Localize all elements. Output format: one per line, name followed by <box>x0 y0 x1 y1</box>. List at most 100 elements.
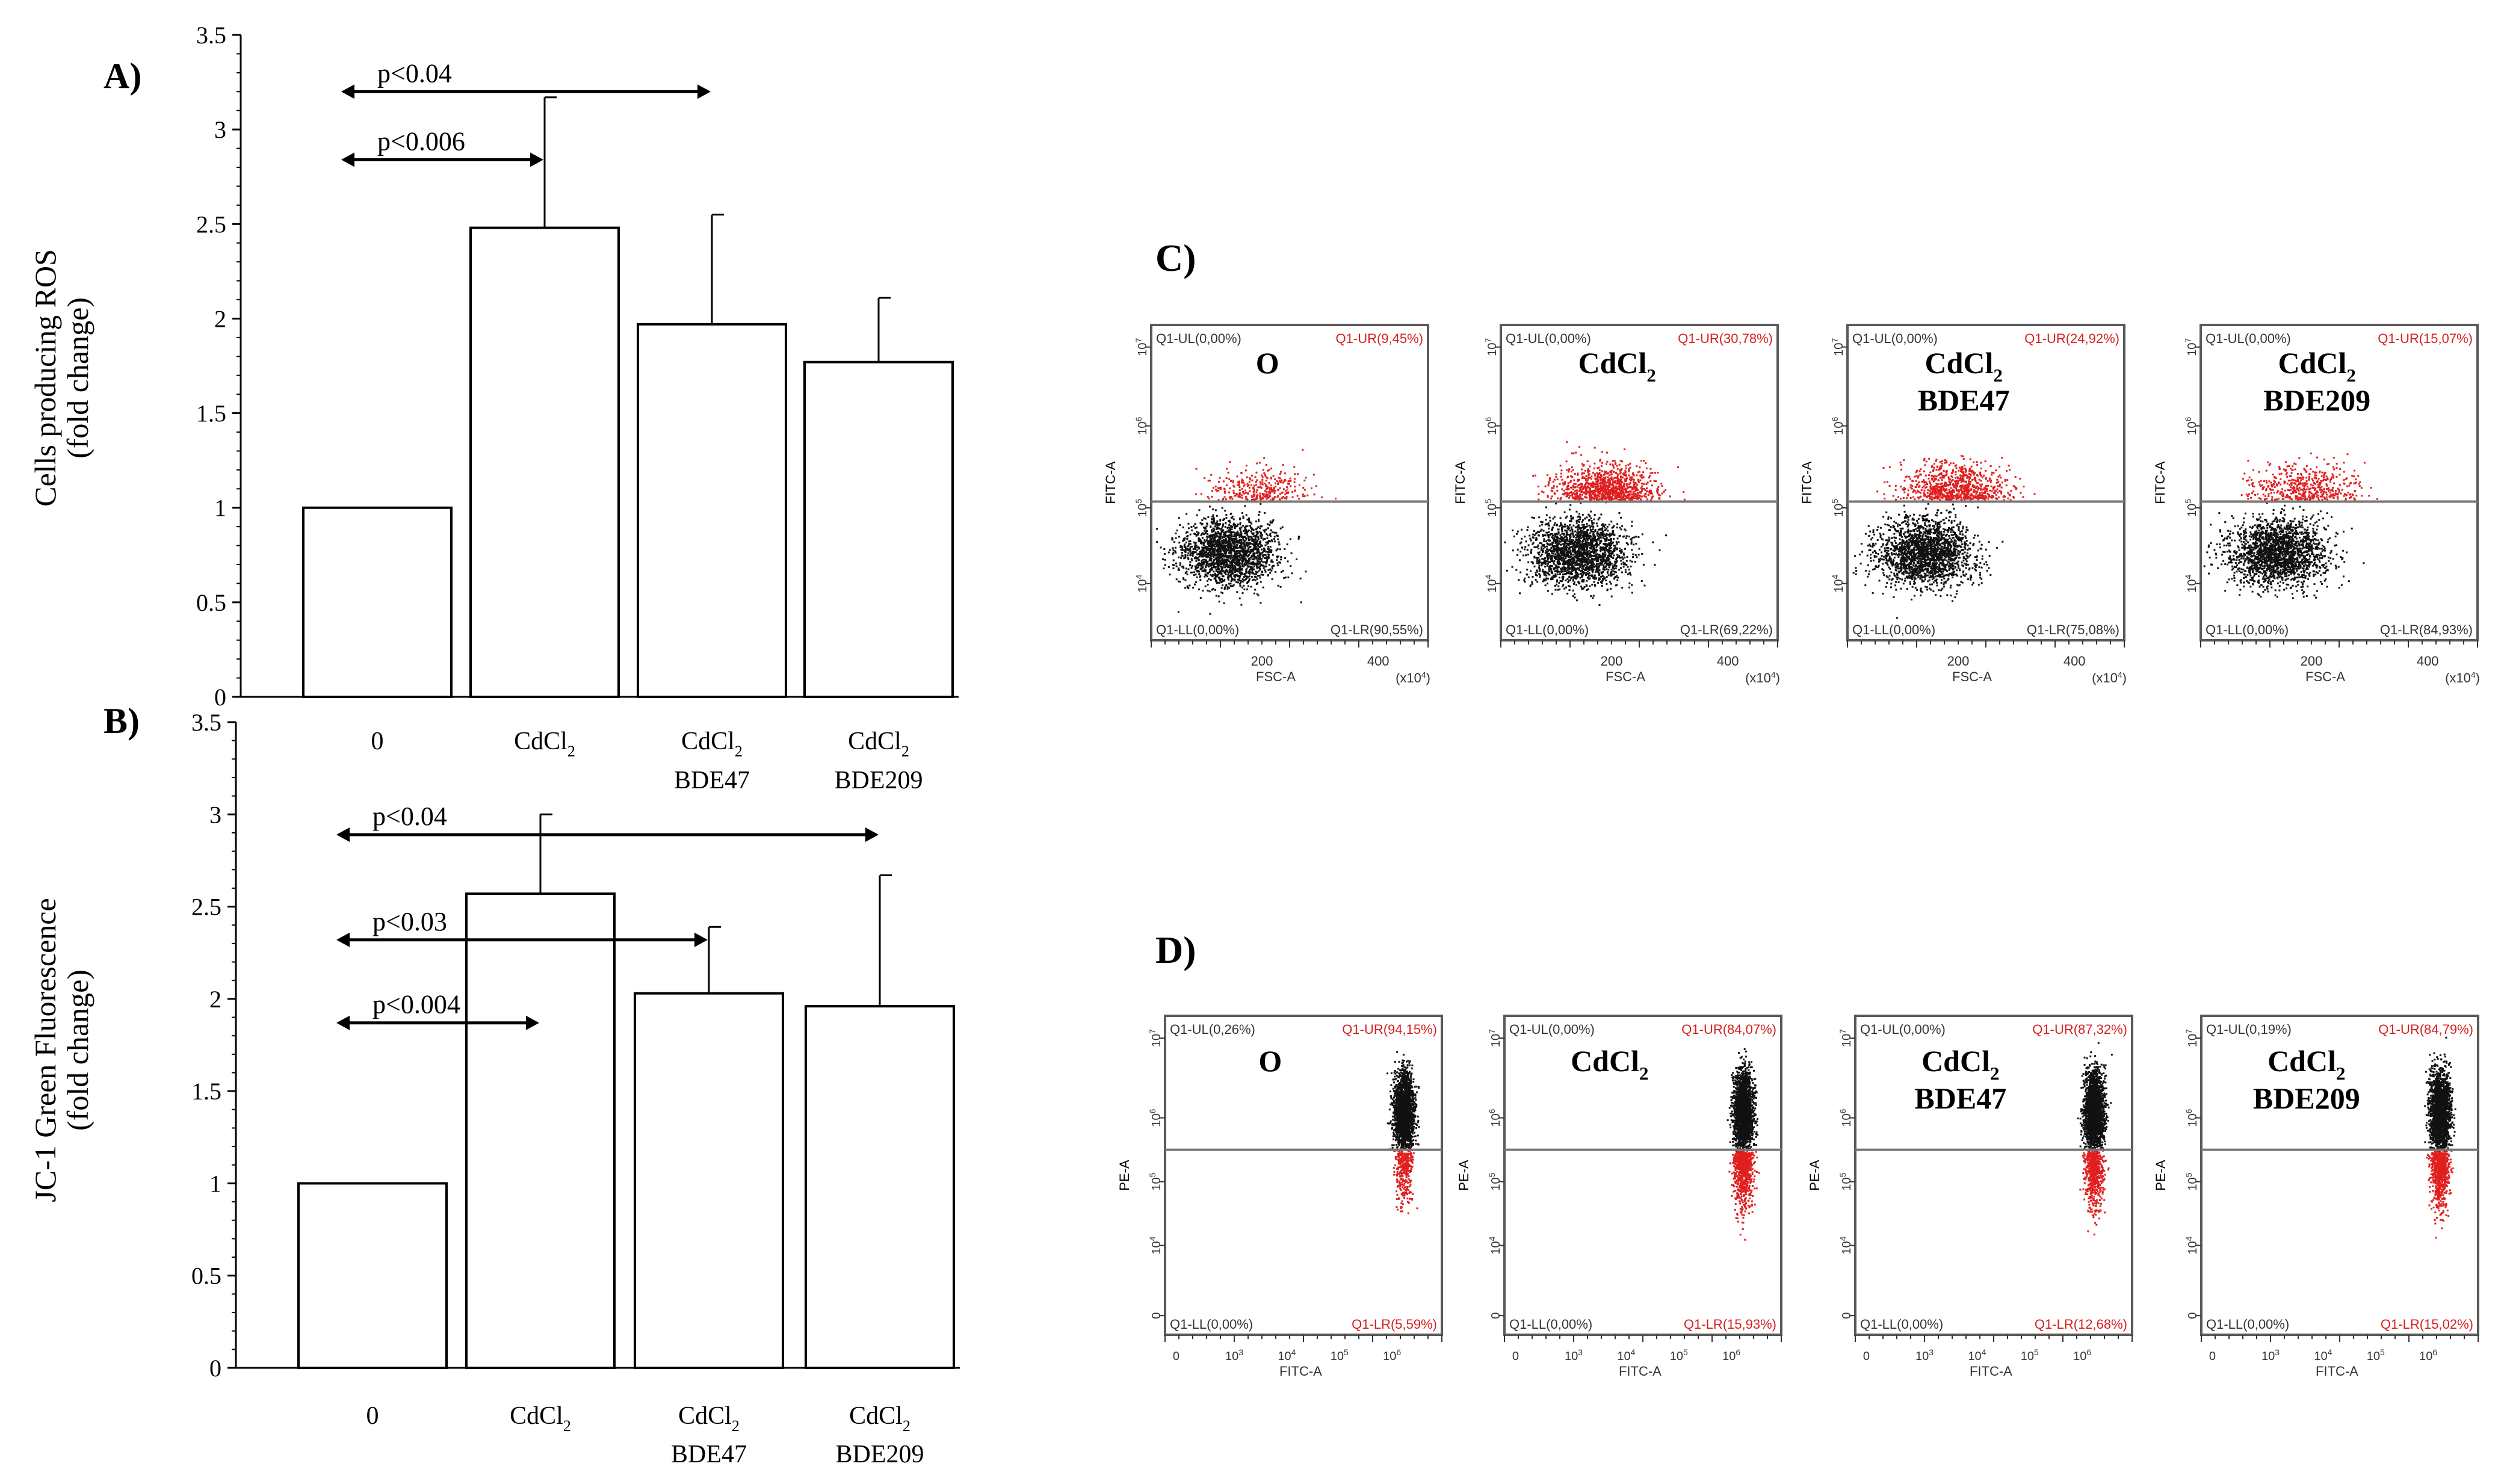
event-dot <box>1578 519 1580 521</box>
event-dot <box>1202 564 1204 566</box>
event-dot <box>1544 561 1545 563</box>
event-dot <box>1568 572 1569 574</box>
event-dot <box>1217 531 1219 533</box>
event-dot <box>1616 477 1618 479</box>
event-dot <box>1612 574 1613 575</box>
event-dot <box>1594 555 1595 557</box>
event-dot <box>1590 536 1592 537</box>
event-dot <box>1576 492 1578 493</box>
event-dot <box>1616 580 1618 581</box>
event-dot <box>1584 563 1586 565</box>
event-dot <box>1224 492 1226 493</box>
event-dot <box>1291 491 1293 493</box>
event-dot <box>1198 540 1200 542</box>
event-dot <box>1625 571 1627 573</box>
event-dot <box>1182 527 1184 528</box>
event-dot <box>1250 536 1252 537</box>
event-dot <box>1287 480 1289 482</box>
event-dot <box>1556 536 1558 538</box>
event-dot <box>1575 562 1577 564</box>
event-dot <box>1626 535 1628 537</box>
event-dot <box>1606 560 1607 562</box>
event-dot <box>1613 566 1615 567</box>
event-dot <box>1219 552 1221 554</box>
event-dot <box>1227 546 1229 548</box>
event-dot <box>1561 489 1563 490</box>
event-dot <box>1210 474 1212 476</box>
event-dot <box>1539 574 1541 576</box>
event-dot <box>1217 582 1219 584</box>
event-dot <box>1601 583 1603 584</box>
event-dot <box>1554 557 1556 558</box>
event-dot <box>1287 492 1288 493</box>
event-dot <box>1239 534 1241 536</box>
event-dot <box>1564 563 1566 565</box>
event-dot <box>1526 540 1527 542</box>
event-dot <box>1652 495 1654 497</box>
event-dot <box>1277 539 1279 540</box>
event-dot <box>1610 574 1612 575</box>
event-dot <box>1244 505 1246 507</box>
event-dot <box>1568 543 1569 545</box>
event-dot <box>1547 578 1549 580</box>
event-dot <box>1244 484 1246 486</box>
event-dot <box>1547 557 1548 558</box>
event-dot <box>1542 569 1544 570</box>
event-dot <box>1553 481 1554 483</box>
event-dot <box>1207 524 1208 525</box>
event-dot <box>1247 492 1249 494</box>
event-dot <box>1628 583 1630 584</box>
event-dot <box>1614 549 1616 551</box>
event-dot <box>1533 517 1535 519</box>
event-dot <box>1256 479 1258 481</box>
event-dot <box>1619 535 1621 537</box>
event-dot <box>1175 533 1176 534</box>
event-dot <box>1227 574 1229 576</box>
event-dot <box>1575 511 1577 513</box>
event-dot <box>1581 575 1583 577</box>
event-dot <box>1642 471 1644 473</box>
event-dot <box>1609 548 1610 550</box>
event-dot <box>1234 562 1236 564</box>
event-dot <box>1616 527 1618 528</box>
event-dot <box>1571 527 1572 528</box>
event-dot <box>1265 566 1267 567</box>
event-dot <box>1631 537 1633 539</box>
event-dot <box>1549 554 1551 556</box>
event-dot <box>1246 514 1247 516</box>
event-dot <box>1270 530 1272 531</box>
event-dot <box>1566 460 1568 462</box>
event-dot <box>1241 592 1243 594</box>
event-dot <box>1640 460 1642 462</box>
event-dot <box>1195 581 1197 583</box>
event-dot <box>1232 536 1234 537</box>
event-dot <box>1226 468 1228 469</box>
event-dot <box>1560 557 1562 558</box>
event-dot <box>1230 480 1232 482</box>
event-dot <box>1216 595 1217 597</box>
event-dot <box>1186 567 1187 569</box>
y-axis-title-line1: Cells producing ROS <box>28 249 62 507</box>
event-dot <box>1200 552 1202 554</box>
event-dot <box>1527 554 1529 555</box>
event-dot <box>1235 538 1237 540</box>
event-dot <box>1582 555 1584 557</box>
event-dot <box>1286 496 1288 498</box>
event-dot <box>1192 587 1194 589</box>
event-dot <box>1238 493 1240 495</box>
event-dot <box>1282 496 1284 498</box>
event-dot <box>1228 520 1229 522</box>
event-dot <box>1217 570 1219 572</box>
event-dot <box>1173 552 1175 554</box>
event-dot <box>1250 563 1252 565</box>
event-dot <box>1254 546 1255 548</box>
bar-2 <box>635 994 783 1368</box>
event-dot <box>1529 535 1530 537</box>
event-dot <box>1257 545 1259 547</box>
y-tick-label: 0 <box>214 684 226 711</box>
event-dot <box>1569 535 1571 537</box>
event-dot <box>1241 488 1243 490</box>
event-dot <box>1606 463 1607 465</box>
event-dot <box>1630 566 1631 567</box>
event-dot <box>1280 481 1282 483</box>
